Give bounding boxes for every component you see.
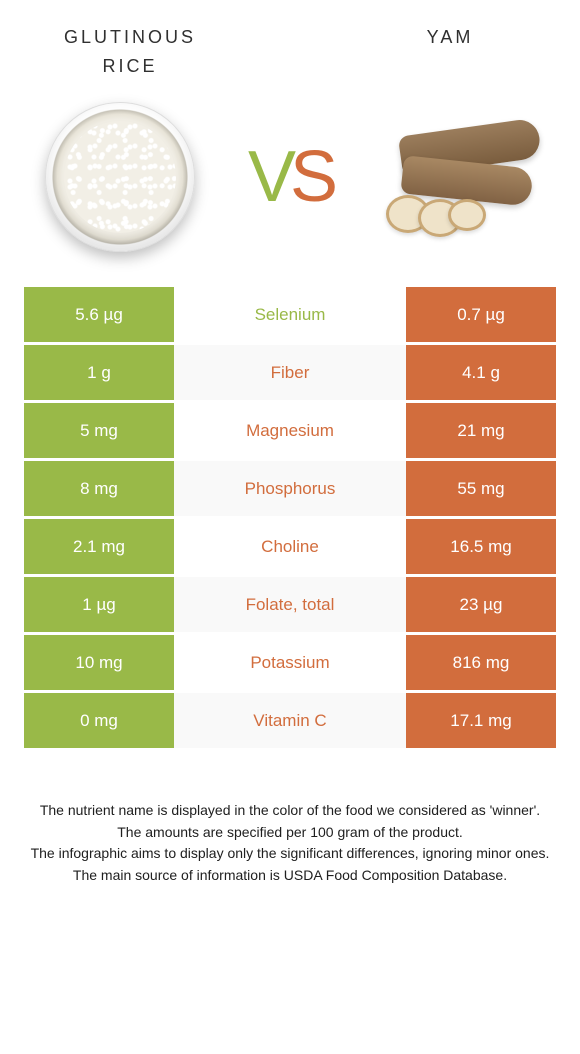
images-row: VS bbox=[0, 77, 580, 287]
right-value: 17.1 mg bbox=[406, 693, 556, 748]
right-value: 0.7 µg bbox=[406, 287, 556, 342]
right-value: 23 µg bbox=[406, 577, 556, 632]
footer-line: The amounts are specified per 100 gram o… bbox=[24, 823, 556, 843]
right-value: 21 mg bbox=[406, 403, 556, 458]
left-value: 5 mg bbox=[24, 403, 174, 458]
nutrient-table: 5.6 µgSelenium0.7 µg1 gFiber4.1 g5 mgMag… bbox=[0, 287, 580, 748]
table-row: 0 mgVitamin C17.1 mg bbox=[24, 693, 556, 748]
footer-line: The nutrient name is displayed in the co… bbox=[24, 801, 556, 821]
table-row: 2.1 mgCholine16.5 mg bbox=[24, 519, 556, 574]
right-value: 55 mg bbox=[406, 461, 556, 516]
right-value: 16.5 mg bbox=[406, 519, 556, 574]
table-row: 5 mgMagnesium21 mg bbox=[24, 403, 556, 458]
vs-v: V bbox=[248, 137, 290, 217]
table-row: 1 µgFolate, total23 µg bbox=[24, 577, 556, 632]
nutrient-name: Magnesium bbox=[174, 403, 406, 458]
nutrient-name: Folate, total bbox=[174, 577, 406, 632]
left-food-image bbox=[40, 97, 200, 257]
right-value: 4.1 g bbox=[406, 345, 556, 400]
left-value: 10 mg bbox=[24, 635, 174, 690]
table-row: 8 mgPhosphorus55 mg bbox=[24, 461, 556, 516]
left-value: 8 mg bbox=[24, 461, 174, 516]
left-value: 2.1 mg bbox=[24, 519, 174, 574]
left-value: 1 g bbox=[24, 345, 174, 400]
left-food-title: Glutinous rice bbox=[50, 20, 210, 77]
nutrient-name: Potassium bbox=[174, 635, 406, 690]
right-food-image bbox=[380, 97, 540, 257]
vs-s: S bbox=[290, 137, 332, 217]
nutrient-name: Selenium bbox=[174, 287, 406, 342]
table-row: 5.6 µgSelenium0.7 µg bbox=[24, 287, 556, 342]
right-value: 816 mg bbox=[406, 635, 556, 690]
left-value: 5.6 µg bbox=[24, 287, 174, 342]
vs-label: VS bbox=[248, 136, 332, 218]
footer-line: The main source of information is USDA F… bbox=[24, 866, 556, 886]
table-row: 1 gFiber4.1 g bbox=[24, 345, 556, 400]
nutrient-name: Fiber bbox=[174, 345, 406, 400]
nutrient-name: Vitamin C bbox=[174, 693, 406, 748]
right-food-title: Yam bbox=[370, 20, 530, 77]
yam-icon bbox=[380, 117, 540, 237]
table-row: 10 mgPotassium816 mg bbox=[24, 635, 556, 690]
nutrient-name: Choline bbox=[174, 519, 406, 574]
left-value: 1 µg bbox=[24, 577, 174, 632]
header: Glutinous rice Yam bbox=[0, 0, 580, 77]
footer-notes: The nutrient name is displayed in the co… bbox=[0, 751, 580, 885]
footer-line: The infographic aims to display only the… bbox=[24, 844, 556, 864]
nutrient-name: Phosphorus bbox=[174, 461, 406, 516]
left-value: 0 mg bbox=[24, 693, 174, 748]
rice-bowl-icon bbox=[45, 102, 195, 252]
